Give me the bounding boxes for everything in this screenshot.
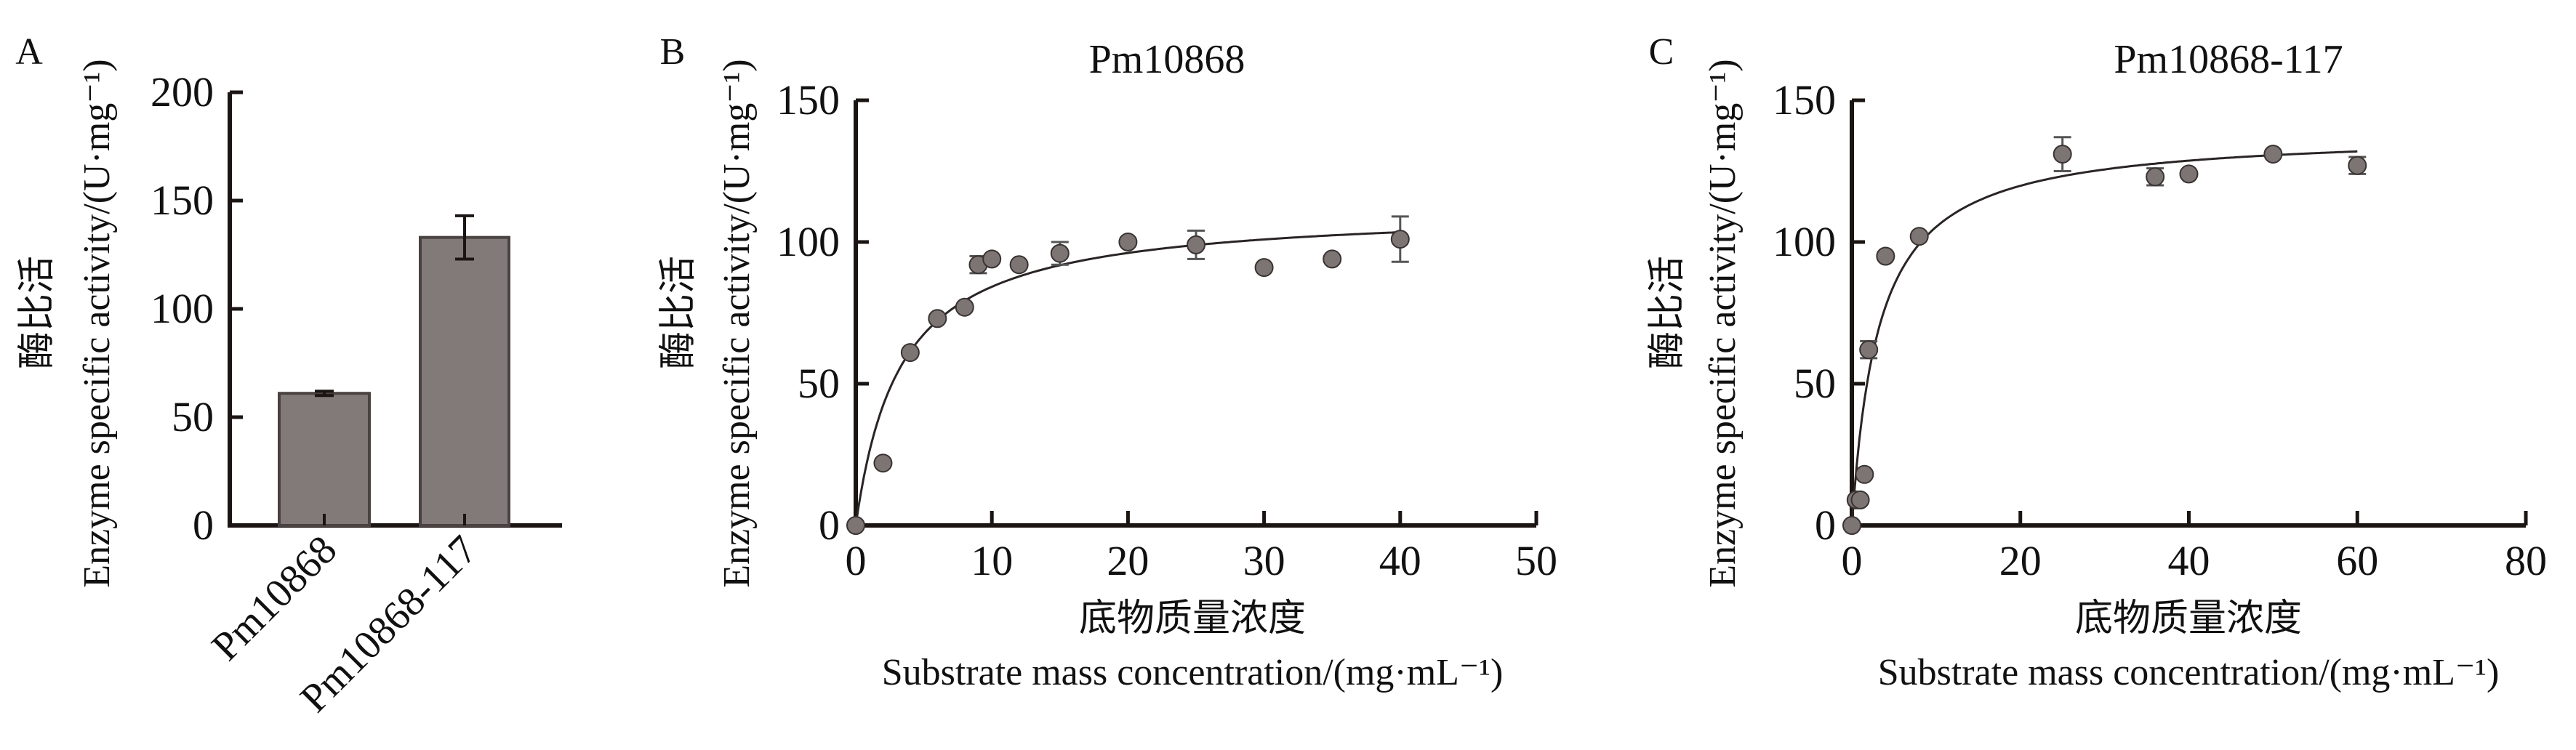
data-point [1118, 233, 1138, 251]
x-tick-label: 10 [971, 537, 1013, 584]
data-point [1009, 255, 1029, 275]
data-point [1254, 258, 1274, 278]
panel-letter: B [660, 31, 686, 73]
y-tick-label: 0 [819, 501, 840, 549]
x-tick-label: 0 [1842, 537, 1863, 584]
data-point [982, 249, 1002, 269]
x-axis-label: Substrate mass concentration/(mg·mL⁻¹) [1878, 652, 2500, 693]
data-point [1050, 243, 1070, 263]
panel-letter: C [1649, 31, 1674, 73]
data-point [1842, 516, 1861, 535]
data-point [1859, 340, 1879, 360]
y-axis-label-cn: 酶比活 [1647, 256, 1688, 369]
y-axis-label: Enzyme specific activity/(U·mg⁻¹) [1702, 59, 1744, 587]
data-point [2053, 145, 2072, 164]
data-point [2179, 164, 2199, 184]
y-tick-label: 50 [172, 393, 214, 440]
y-tick-label: 150 [777, 76, 840, 124]
panel-letter: A [15, 31, 43, 73]
x-tick-label: 40 [1379, 537, 1421, 584]
x-tick-label: 80 [2505, 537, 2547, 584]
bar [278, 392, 371, 527]
y-tick-label: 150 [1773, 76, 1836, 124]
data-point [928, 309, 947, 328]
data-point [2348, 156, 2367, 175]
y-tick-label: 100 [1773, 218, 1836, 265]
y-tick-label: 50 [798, 360, 840, 407]
data-point [846, 516, 865, 535]
x-tick-label: 0 [846, 537, 867, 584]
data-point [1187, 235, 1205, 254]
x-tick-label: 60 [2336, 537, 2378, 584]
x-tick-label: 50 [1515, 537, 1557, 584]
y-axis-label-cn: 酶比活 [17, 256, 58, 369]
y-axis-label: Enzyme specific activity/(U·mg⁻¹) [76, 59, 118, 587]
data-point [1876, 246, 1895, 266]
y-tick-label: 100 [151, 285, 214, 332]
data-point [955, 297, 974, 317]
x-tick-label: 40 [2168, 537, 2210, 584]
x-tick-label: 20 [1999, 537, 2042, 584]
bar [419, 235, 510, 527]
data-point [873, 453, 893, 473]
chart-title: Pm10868 [1089, 37, 1245, 82]
y-tick-label: 200 [151, 68, 214, 116]
x-tick-label: Pm10868 [204, 527, 346, 669]
data-point [2146, 167, 2165, 187]
x-axis-label-cn: 底物质量浓度 [2075, 598, 2302, 640]
data-point [1855, 464, 1874, 484]
y-tick-label: 50 [1794, 360, 1836, 407]
chart-title: Pm10868-117 [2114, 37, 2343, 82]
y-axis-label-cn: 酶比活 [658, 256, 699, 369]
y-tick-label: 100 [777, 218, 840, 265]
data-point [1909, 227, 1929, 246]
y-tick-label: 150 [151, 177, 214, 224]
data-point [1323, 249, 1342, 269]
y-tick-label: 0 [193, 501, 214, 549]
x-tick-label: 20 [1107, 537, 1149, 584]
x-axis-label-cn: 底物质量浓度 [1079, 598, 1306, 640]
x-tick-label: 30 [1243, 537, 1285, 584]
data-point [1390, 230, 1410, 249]
fit-curve [854, 231, 1400, 526]
y-tick-label: 0 [1815, 501, 1836, 549]
x-axis-label: Substrate mass concentration/(mg·mL⁻¹) [882, 652, 1504, 693]
fit-curve [1850, 150, 2358, 526]
data-point [2263, 145, 2283, 164]
data-point [1850, 490, 1870, 509]
y-axis-label: Enzyme specific activity/(U·mg⁻¹) [716, 59, 758, 587]
data-point [900, 343, 920, 363]
